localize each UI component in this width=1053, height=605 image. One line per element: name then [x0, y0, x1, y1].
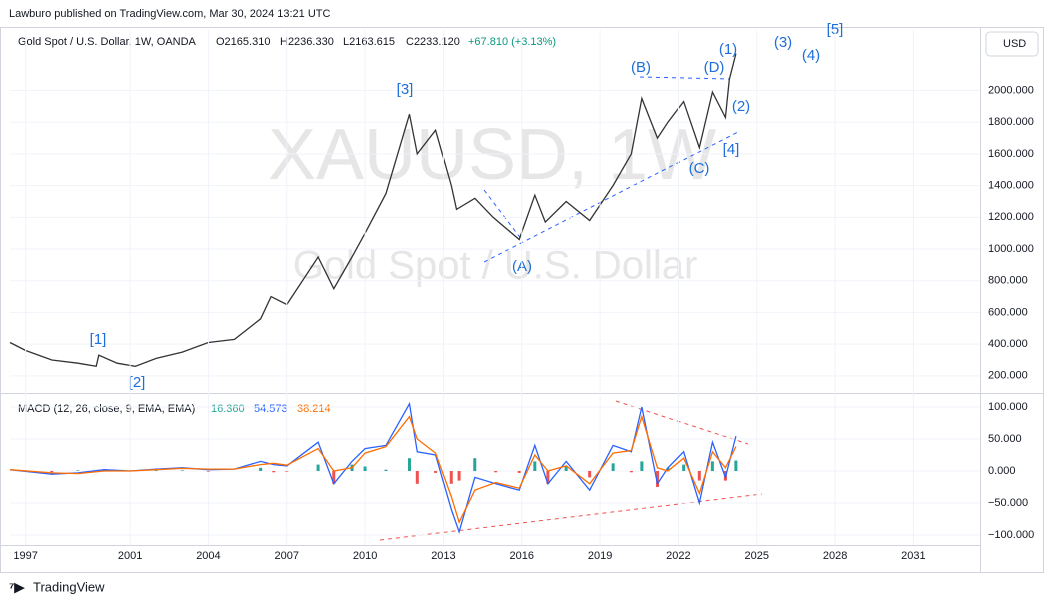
x-tick-label: 2010: [353, 550, 377, 562]
line: [9, 414, 737, 524]
histogram-bar: [449, 471, 453, 484]
x-tick-label: 2007: [275, 550, 299, 562]
x-tick-label: 2013: [431, 550, 455, 562]
ohlc-high: H2236.330: [280, 36, 334, 48]
logo: ⁷▶ TradingView: [9, 579, 105, 594]
y-tick-label: 1200.000: [988, 211, 1034, 223]
histogram-bar: [434, 471, 438, 473]
ohlc-low: L2163.615: [343, 36, 395, 48]
x-tick-label: 2025: [745, 550, 769, 562]
histogram-bar: [180, 470, 184, 472]
frame: [0, 27, 1044, 573]
wave-label: [2]: [129, 374, 146, 391]
histogram-bar: [710, 461, 714, 472]
y-tick-label: 800.000: [988, 275, 1028, 287]
histogram-bar: [285, 471, 289, 472]
histogram-bar: [656, 471, 660, 488]
watermark: XAUUSD, 1W: [268, 115, 716, 195]
x-tick-label: 2028: [823, 550, 847, 562]
histogram-bar: [259, 467, 263, 472]
y-tick-label: 1000.000: [988, 243, 1034, 255]
y-tick-label: 50.000: [988, 433, 1022, 445]
wave-label: (4): [802, 47, 820, 64]
x-tick-label: 2001: [118, 550, 142, 562]
macd-title: MACD (12, 26, close, 9, EMA, EMA): [18, 403, 195, 415]
histogram-bar: [640, 461, 644, 472]
wave-label: [5]: [827, 21, 844, 38]
x-tick-label: 2031: [901, 550, 925, 562]
ohlc-open: O2165.310: [216, 36, 270, 48]
y-tick-label: 600.000: [988, 306, 1028, 318]
wave-label: (1): [719, 41, 737, 58]
histogram-bar: [666, 467, 670, 472]
wave-label: (B): [631, 59, 651, 76]
wave-label: (2): [732, 98, 750, 115]
y-tick-label: 0.000: [988, 465, 1016, 477]
signal-value: 38.214: [297, 403, 331, 415]
x-tick-label: 2004: [196, 550, 220, 562]
wave-label: [3]: [397, 81, 414, 98]
histogram-bar: [76, 470, 80, 472]
price-change: +67.810 (+3.13%): [468, 36, 556, 48]
histogram-bar: [415, 471, 419, 484]
histogram-bar: [629, 471, 633, 473]
y-tick-label: −100.000: [988, 529, 1034, 541]
x-tick-label: 2016: [510, 550, 534, 562]
symbol: Gold Spot / U.S. Dollar, 1W, OANDA: [18, 36, 197, 48]
histogram-bar: [494, 471, 498, 473]
histogram-bar: [517, 471, 521, 473]
histogram-bar: [316, 464, 320, 472]
histogram-bar: [611, 463, 615, 472]
histogram-bar: [682, 464, 686, 472]
wave-label: (D): [704, 59, 725, 76]
watermark-sub: Gold Spot / U.S. Dollar: [293, 244, 698, 288]
publisher: Lawburo published on TradingView.com, Ma…: [9, 8, 330, 20]
currency[interactable]: USD: [1003, 38, 1026, 50]
trendline: [483, 189, 523, 241]
histogram-bar: [272, 471, 276, 473]
trendlines: [483, 76, 739, 263]
histogram-bar: [734, 460, 738, 472]
histogram-bar: [384, 469, 388, 472]
y-tick-label: 100.000: [988, 401, 1028, 413]
wave-label: [4]: [723, 141, 740, 158]
y-tick-label: 400.000: [988, 338, 1028, 350]
macd-hist-value: 16.360: [211, 403, 245, 415]
y-tick-label: 1400.000: [988, 180, 1034, 192]
y-tick-label: 200.000: [988, 370, 1028, 382]
y-tick-label: 2000.000: [988, 84, 1034, 96]
histogram-bar: [363, 466, 367, 472]
histogram-bar: [697, 471, 701, 481]
trendline: [615, 400, 749, 445]
y-tick-label: 1600.000: [988, 148, 1034, 160]
logo-mark: ⁷▶: [9, 579, 25, 594]
currency-button[interactable]: [985, 31, 1039, 57]
histogram-bar: [546, 471, 550, 484]
x-tick-label: 2022: [666, 550, 690, 562]
histogram-bar: [533, 461, 537, 472]
y-tick-label: 1800.000: [988, 116, 1034, 128]
histogram-bar: [588, 471, 592, 478]
trendline: [639, 76, 731, 80]
histogram-bar: [564, 466, 568, 472]
histogram-bar: [206, 471, 210, 472]
y-tick-label: −50.000: [988, 497, 1028, 509]
ohlc-close: C2233.120: [406, 36, 460, 48]
line: [9, 53, 737, 368]
x-tick-label: 2019: [588, 550, 612, 562]
x-tick-label: 1997: [13, 550, 37, 562]
histogram-bar: [332, 471, 336, 484]
wave-label: (3): [774, 34, 792, 51]
logo-text: TradingView: [33, 579, 105, 594]
histogram-bar: [407, 458, 411, 472]
histogram-bar: [457, 471, 461, 481]
histogram-bar: [50, 471, 54, 473]
histogram-bar: [473, 458, 477, 472]
wave-label: (C): [689, 160, 710, 177]
histogram-bar: [154, 470, 158, 472]
macd-value: 54.573: [254, 403, 288, 415]
wave-label: [1]: [90, 331, 107, 348]
